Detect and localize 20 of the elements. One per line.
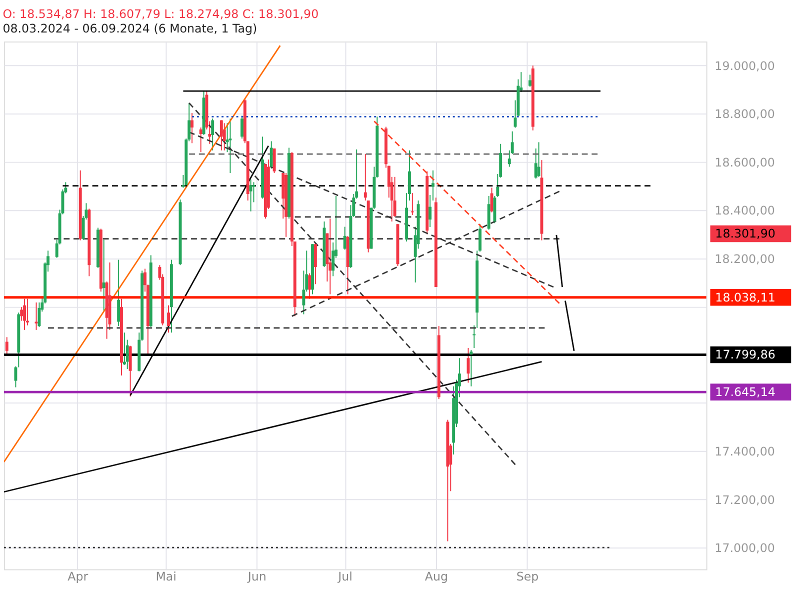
y-tick-label: 18.200,00 bbox=[714, 252, 775, 266]
y-tick-label: 17.200,00 bbox=[714, 492, 775, 507]
y-tick-label: 17.400,00 bbox=[714, 444, 775, 459]
x-tick-label: Aug bbox=[424, 570, 448, 584]
x-tick-label: Jul bbox=[337, 570, 352, 584]
chart-subtitle: 08.03.2024 - 06.09.2024 (6 Monate, 1 Tag) bbox=[2, 22, 258, 36]
y-tick-label: 19.000,00 bbox=[714, 59, 775, 74]
y-tick-label: 18.800,00 bbox=[714, 107, 775, 122]
x-tick-label: Mai bbox=[156, 570, 176, 584]
y-tick-label: 18.600,00 bbox=[714, 155, 775, 170]
y-tick-label: 17.000,00 bbox=[714, 540, 775, 555]
x-tick-label: Apr bbox=[68, 570, 88, 584]
ref-line-label: 18.038,11 bbox=[715, 290, 776, 304]
ref-line-label: 17.645,14 bbox=[715, 385, 776, 400]
y-tick-label: 18.400,00 bbox=[714, 204, 775, 218]
chart-title: O: 18.534,87 H: 18.607,79 L: 18.274,98 C: 18.301,90 bbox=[2, 6, 319, 21]
ref-line-label: 17.799,86 bbox=[715, 348, 776, 362]
x-tick-label: Sep bbox=[516, 570, 539, 584]
x-tick-label: Jun bbox=[246, 570, 266, 584]
text: 18.301,90 bbox=[715, 226, 776, 241]
